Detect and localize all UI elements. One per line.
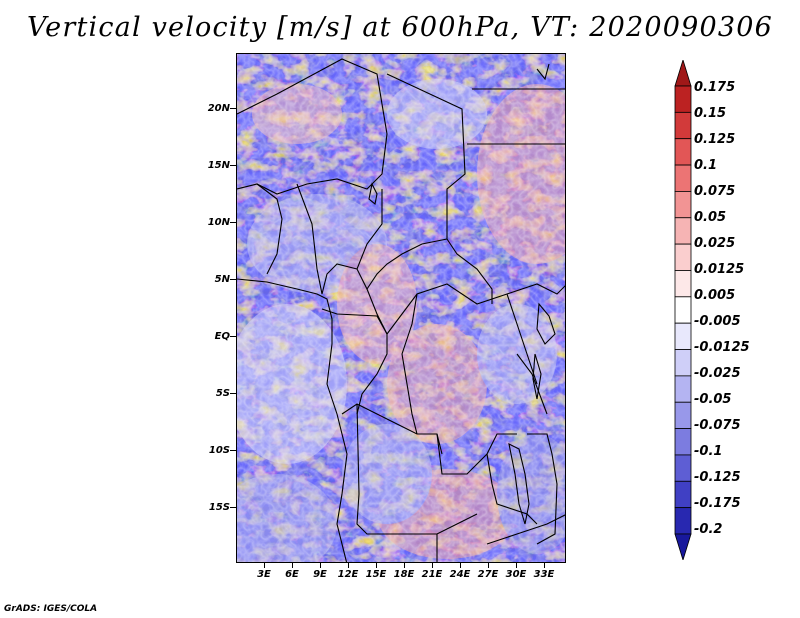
x-tick <box>348 563 349 568</box>
x-tick <box>404 563 405 568</box>
y-axis-label: 20N <box>207 103 230 114</box>
colorbar-label: 0.025 <box>694 236 736 251</box>
map-panel <box>236 53 566 563</box>
colorbar-segment <box>674 270 692 298</box>
y-axis-label: 15S <box>208 502 230 513</box>
x-axis-label: 24E <box>449 569 471 580</box>
y-tick <box>230 393 236 394</box>
colorbar-segment <box>674 243 692 271</box>
colorbar-label: 0.125 <box>694 132 736 147</box>
y-axis-label: 5S <box>215 388 230 399</box>
x-axis-label: 27E <box>477 569 499 580</box>
colorbar-segment <box>674 533 692 560</box>
x-axis-label: 33E <box>533 569 555 580</box>
colorbar-segment <box>674 375 692 403</box>
x-tick <box>488 563 489 568</box>
colorbar-label: 0.075 <box>694 184 736 199</box>
colorbar-label: 0.15 <box>694 106 727 121</box>
colorbar-label: -0.075 <box>694 418 741 433</box>
colorbar-segment <box>674 296 692 324</box>
colorbar-label: 0.0125 <box>694 262 745 277</box>
x-tick <box>292 563 293 568</box>
y-tick <box>230 279 236 280</box>
colorbar-label: -0.175 <box>694 496 741 511</box>
x-axis-label: 21E <box>421 569 443 580</box>
y-axis-label: EQ <box>214 331 230 342</box>
x-tick <box>432 563 433 568</box>
x-axis-label: 30E <box>505 569 527 580</box>
colorbar-label: 0.05 <box>694 210 727 225</box>
colorbar-label: -0.2 <box>694 522 723 537</box>
x-axis-label: 3E <box>257 569 271 580</box>
x-axis-label: 12E <box>337 569 359 580</box>
credit-text: GrADS: IGES/COLA <box>4 604 98 614</box>
colorbar-segment <box>674 85 692 113</box>
chart-title: Vertical velocity [m/s] at 600hPa, VT: 2… <box>26 12 774 43</box>
colorbar-segment <box>674 111 692 140</box>
x-axis-label: 18E <box>393 569 415 580</box>
x-tick <box>544 563 545 568</box>
colorbar-segment <box>674 507 692 535</box>
x-tick <box>264 563 265 568</box>
y-tick <box>230 108 236 109</box>
colorbar-segment <box>674 454 692 482</box>
y-tick <box>230 336 236 337</box>
y-tick <box>230 222 236 223</box>
colorbar-label: -0.125 <box>694 470 741 485</box>
y-axis-label: 5N <box>214 274 230 285</box>
y-axis-label: 15N <box>207 160 230 171</box>
colorbar-segment <box>674 401 692 429</box>
x-tick <box>320 563 321 568</box>
y-axis-label: 10S <box>208 445 230 456</box>
colorbar-label: -0.025 <box>694 366 741 381</box>
colorbar-segment <box>674 60 692 87</box>
x-axis-label: 9E <box>313 569 327 580</box>
colorbar-segment <box>674 322 692 350</box>
y-tick <box>230 450 236 451</box>
x-tick <box>376 563 377 568</box>
colorbar-segment <box>674 191 692 219</box>
colorbar-label: 0.175 <box>694 80 736 95</box>
x-axis-label: 15E <box>365 569 387 580</box>
colorbar-segment <box>674 428 692 456</box>
x-tick <box>516 563 517 568</box>
y-tick <box>230 165 236 166</box>
map-field <box>237 54 565 562</box>
colorbar-segment <box>674 217 692 245</box>
colorbar-label: -0.1 <box>694 444 723 459</box>
colorbar-label: -0.005 <box>694 314 741 329</box>
colorbar-label: -0.05 <box>694 392 732 407</box>
colorbar-segment <box>674 349 692 377</box>
y-tick <box>230 507 236 508</box>
colorbar-segment <box>674 138 692 166</box>
colorbar-segment <box>674 164 692 192</box>
colorbar-segment <box>674 480 692 509</box>
colorbar-label: 0.1 <box>694 158 718 173</box>
colorbar-label: 0.005 <box>694 288 736 303</box>
colorbar-label: -0.0125 <box>694 340 750 355</box>
x-tick <box>460 563 461 568</box>
colorbar <box>674 60 692 560</box>
y-axis-label: 10N <box>207 217 230 228</box>
x-axis-label: 6E <box>285 569 299 580</box>
